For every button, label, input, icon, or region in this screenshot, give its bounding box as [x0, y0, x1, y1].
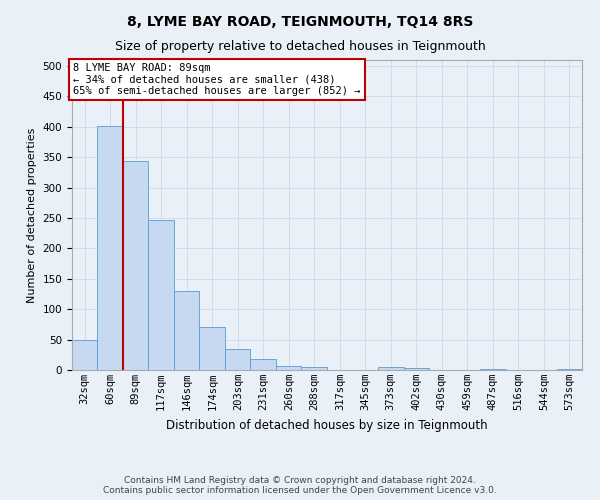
- Bar: [148, 220, 174, 370]
- Text: Contains HM Land Registry data © Crown copyright and database right 2024.
Contai: Contains HM Land Registry data © Crown c…: [103, 476, 497, 495]
- Bar: [199, 328, 225, 370]
- Bar: [404, 368, 429, 370]
- Bar: [225, 348, 250, 370]
- Bar: [480, 369, 506, 370]
- Bar: [277, 366, 301, 370]
- Text: 8, LYME BAY ROAD, TEIGNMOUTH, TQ14 8RS: 8, LYME BAY ROAD, TEIGNMOUTH, TQ14 8RS: [127, 15, 473, 29]
- Text: 8 LYME BAY ROAD: 89sqm
← 34% of detached houses are smaller (438)
65% of semi-de: 8 LYME BAY ROAD: 89sqm ← 34% of detached…: [73, 63, 361, 96]
- Text: Size of property relative to detached houses in Teignmouth: Size of property relative to detached ho…: [115, 40, 485, 53]
- Bar: [250, 359, 277, 370]
- Y-axis label: Number of detached properties: Number of detached properties: [27, 128, 37, 302]
- Bar: [72, 340, 97, 370]
- Bar: [377, 367, 404, 370]
- Bar: [301, 367, 328, 370]
- Bar: [174, 291, 199, 370]
- Bar: [97, 126, 123, 370]
- X-axis label: Distribution of detached houses by size in Teignmouth: Distribution of detached houses by size …: [166, 418, 488, 432]
- Bar: [123, 161, 148, 370]
